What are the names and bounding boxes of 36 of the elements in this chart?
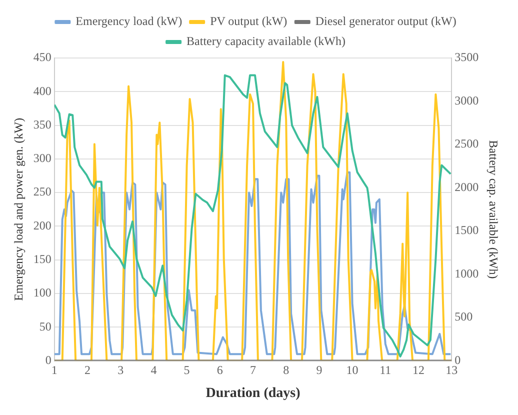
x-axis-title: Duration (days)	[206, 386, 301, 402]
y-tick-label: 250	[33, 184, 52, 199]
y-tick-label: 350	[33, 117, 52, 132]
legend-label: PV output (kW)	[210, 14, 288, 28]
y2-tick-label: 500	[454, 310, 473, 324]
y-tick-label: 200	[33, 218, 52, 232]
x-tick-label: 1	[51, 363, 58, 378]
y-tick-label: 150	[33, 252, 52, 266]
y-tick-label: 50	[39, 319, 52, 334]
x-tick-label: 9	[316, 363, 322, 378]
x-tick-label: 8	[283, 363, 290, 378]
y-axis-title: Emergency load and power gen. (kW)	[11, 118, 26, 301]
x-tick-label: 12	[412, 363, 424, 378]
x-tick-label: 5	[184, 363, 190, 378]
x-tick-label: 7	[250, 363, 256, 378]
y2-tick-label: 2000	[454, 180, 479, 194]
x-tick-label: 10	[346, 363, 358, 378]
legend-label: Diesel generator output (kW)	[315, 14, 456, 28]
y-tick-label: 300	[33, 151, 52, 166]
y2-tick-label: 3500	[454, 50, 479, 64]
legend-label: Battery capacity available (kWh)	[186, 34, 346, 48]
legend-label: Emergency load (kW)	[76, 14, 182, 28]
y2-axis-title: Battery cap. available (kWh)	[486, 140, 501, 279]
y2-tick-label: 2500	[454, 136, 479, 151]
x-tick-label: 4	[150, 363, 157, 378]
y2-tick-label: 1000	[454, 266, 479, 280]
y-tick-label: 450	[33, 50, 52, 64]
x-tick-label: 3	[118, 363, 124, 378]
y2-tick-label: 3000	[454, 93, 479, 108]
x-tick-label: 11	[380, 363, 392, 378]
y-tick-label: 0	[45, 352, 52, 367]
x-tick-label: 6	[216, 363, 223, 378]
x-tick-label: 2	[84, 363, 90, 378]
y-tick-label: 100	[33, 286, 52, 300]
y2-tick-label: 1500	[454, 223, 479, 238]
y-tick-label: 400	[33, 84, 52, 98]
